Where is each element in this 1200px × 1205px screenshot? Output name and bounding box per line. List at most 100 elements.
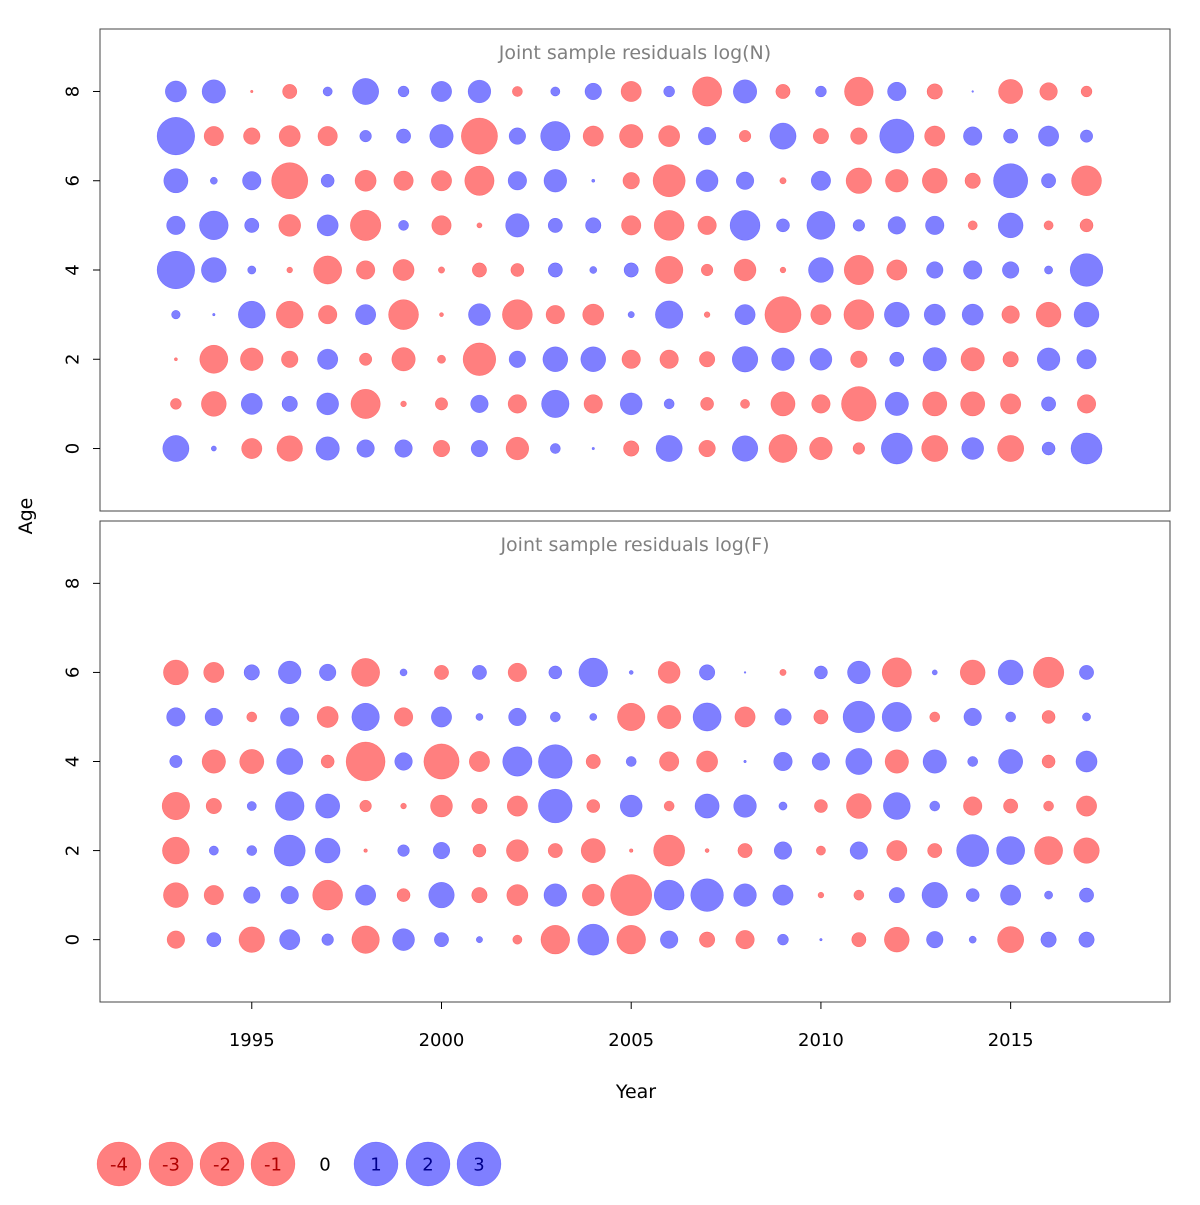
residual-bubble xyxy=(659,751,680,772)
residual-bubble xyxy=(543,883,567,907)
residual-bubble xyxy=(350,388,381,419)
x-tick-label: 2010 xyxy=(798,1030,844,1051)
residual-bubble xyxy=(997,435,1025,462)
residual-bubble xyxy=(352,78,380,105)
legend-bubble xyxy=(405,1141,451,1187)
residual-bubble xyxy=(241,438,263,459)
residual-bubble xyxy=(850,350,868,368)
residual-bubble xyxy=(772,884,794,906)
residual-bubble xyxy=(434,397,448,411)
panels: Joint sample residuals log(N)02468Joint … xyxy=(62,28,1171,1051)
residual-bubble xyxy=(926,931,944,949)
residual-bubble xyxy=(879,118,915,154)
residual-bubble xyxy=(809,348,833,371)
residual-bubble xyxy=(430,794,453,818)
residual-bubble xyxy=(396,888,411,902)
residual-bubble xyxy=(653,834,685,867)
residual-bubble xyxy=(622,172,640,190)
residual-bubble xyxy=(578,657,608,688)
y-tick-label: 8 xyxy=(62,86,83,97)
residual-bubble xyxy=(621,215,642,236)
residual-bubble xyxy=(163,659,189,686)
residual-bubble xyxy=(1002,351,1019,368)
residual-bubble xyxy=(394,752,413,771)
residual-bubble xyxy=(921,882,948,909)
residual-bubble xyxy=(399,668,408,677)
legend-label: 3 xyxy=(473,1154,484,1175)
residual-bubble xyxy=(434,932,449,948)
residual-bubble xyxy=(853,889,865,901)
residual-bubble xyxy=(316,214,339,237)
residual-bubble xyxy=(243,664,260,681)
panel-2: Joint sample residuals log(F) 0 2 4 6 8 1995 20… xyxy=(62,520,1171,1051)
residual-bubble xyxy=(580,838,606,863)
residual-bubble xyxy=(774,708,792,726)
residual-bubble xyxy=(610,874,653,916)
residual-bubble xyxy=(655,300,684,329)
residual-bubble xyxy=(156,117,195,156)
residual-bubble xyxy=(317,348,339,370)
residual-bubble xyxy=(809,436,833,461)
residual-bubble xyxy=(852,219,865,232)
residual-bubble xyxy=(431,81,452,102)
residual-bubble xyxy=(703,311,711,318)
residual-bubble xyxy=(355,884,377,906)
residual-bubble xyxy=(397,844,410,857)
residual-bubble xyxy=(960,391,986,417)
residual-bubble xyxy=(997,212,1024,239)
residual-bubble xyxy=(812,128,829,145)
y-tick-label: 6 xyxy=(62,175,83,186)
residual-bubble xyxy=(356,439,375,458)
residual-bubble xyxy=(162,836,190,865)
residual-bubble xyxy=(814,665,828,680)
residual-bubble xyxy=(201,749,226,774)
residual-bubble xyxy=(1000,884,1022,906)
residual-bubble xyxy=(199,210,229,241)
residual-bubble xyxy=(577,923,610,956)
residual-bubble xyxy=(847,660,871,685)
residual-bubble xyxy=(582,303,605,326)
residual-bubble xyxy=(1076,394,1097,414)
residual-bubble xyxy=(506,839,529,862)
residual-bubble xyxy=(586,799,601,813)
residual-bubble xyxy=(627,311,635,319)
y-tick-label: 6 xyxy=(62,667,83,678)
residual-bubble xyxy=(924,125,946,147)
residual-bubble xyxy=(961,303,984,326)
residual-bubble xyxy=(811,752,830,771)
residual-bubble xyxy=(545,305,565,325)
residual-bubble xyxy=(585,217,602,234)
residual-bubble xyxy=(278,214,301,237)
residual-bubble xyxy=(320,173,335,188)
residual-bubble xyxy=(280,886,299,905)
residual-bubble xyxy=(1041,754,1056,769)
residual-bubble xyxy=(734,706,756,728)
residual-bubble xyxy=(540,924,570,955)
residual-bubble xyxy=(201,391,227,417)
residual-bubble xyxy=(538,788,573,824)
residual-bubble xyxy=(997,659,1024,686)
residual-bubble xyxy=(963,260,983,280)
residual-bubble xyxy=(698,127,717,146)
residual-bubble xyxy=(696,750,718,773)
residual-bubble xyxy=(355,304,377,326)
x-axis-title: Year xyxy=(615,1081,656,1103)
residual-bubble xyxy=(846,793,872,819)
residual-bubble xyxy=(700,263,714,277)
residual-bubble xyxy=(315,436,340,461)
residual-bubble xyxy=(1034,836,1063,865)
residual-bubble xyxy=(965,888,980,902)
residual-bubble xyxy=(1044,890,1053,900)
residual-bubble xyxy=(699,931,716,948)
residual-bubble xyxy=(350,209,382,241)
residual-bubble xyxy=(922,347,947,372)
residual-bubble xyxy=(922,749,947,774)
residual-bubble xyxy=(961,437,984,460)
legend-bubble xyxy=(199,1141,245,1187)
residual-bubble xyxy=(1073,301,1100,328)
residual-bubble xyxy=(1005,711,1016,723)
x-tick-label: 1995 xyxy=(229,1030,275,1051)
residual-bubble xyxy=(431,170,452,192)
residual-bubble xyxy=(923,303,946,326)
